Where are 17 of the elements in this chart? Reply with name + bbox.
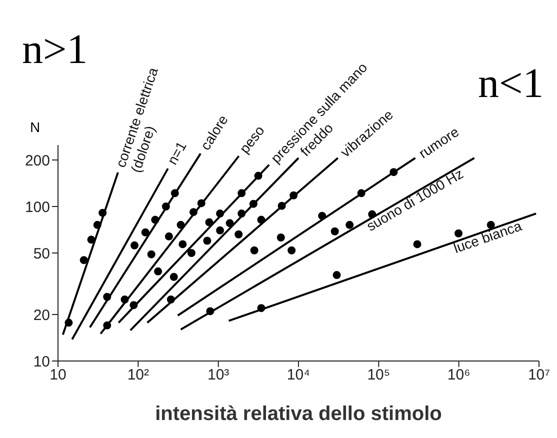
x-axis-title: intensità relativa dello stimolo: [155, 403, 442, 425]
x-tick-label: 10⁵: [367, 366, 390, 384]
y-tick-label: 20: [33, 306, 50, 324]
text: n<1: [478, 60, 544, 108]
y-tick-label: 100: [24, 198, 50, 216]
y-tick-label: 10: [33, 353, 50, 370]
text: n>1: [22, 26, 88, 74]
x-tick-label: 10³: [207, 366, 230, 384]
y-tick-label: 50: [33, 245, 50, 262]
y-axis-title: N: [30, 119, 40, 135]
x-tick-label: 10⁴: [286, 366, 310, 384]
x-tick-label: 10⁶: [447, 366, 470, 384]
x-tick-label: 10: [50, 366, 66, 384]
y-tick-label: 200: [24, 152, 50, 170]
x-tick-label: 10²: [127, 366, 150, 384]
x-tick-label: 10⁷: [528, 366, 550, 384]
text: n=1: [164, 138, 190, 168]
